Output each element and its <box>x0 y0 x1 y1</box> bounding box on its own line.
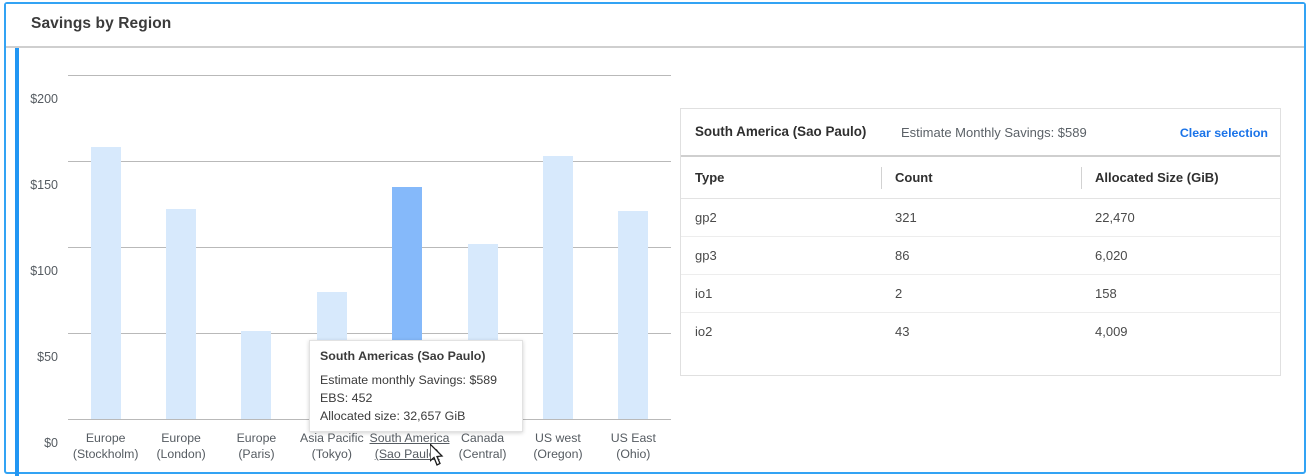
region-detail-panel: South America (Sao Paulo) Estimate Month… <box>680 108 1281 376</box>
table-row[interactable]: io1 2 158 <box>681 274 1280 313</box>
cell-count: 321 <box>881 198 1081 237</box>
cell-allocated-size: 6,020 <box>1081 236 1280 275</box>
page-title: Savings by Region <box>31 15 172 32</box>
card-accent-rail <box>15 4 19 476</box>
chart-bar[interactable] <box>241 331 272 419</box>
tooltip-row: EBS: 452 <box>320 391 373 405</box>
x-axis-tick-label[interactable]: South America (Sao Paulo) <box>369 431 450 461</box>
y-axis-tick-label: $150 <box>30 178 58 192</box>
cell-count: 2 <box>881 274 1081 313</box>
tooltip-row: Allocated size: 32,657 GiB <box>320 409 466 423</box>
column-header-type[interactable]: Type <box>681 157 881 199</box>
chart-bar[interactable] <box>542 155 573 419</box>
table-row[interactable]: gp3 86 6,020 <box>681 236 1280 275</box>
detail-panel-header: South America (Sao Paulo) Estimate Month… <box>681 109 1280 157</box>
savings-bar-chart[interactable]: $0 $50 $100 $150 $200 Europe (Stockholm) Europ… <box>6 48 678 476</box>
cell-count: 43 <box>895 324 910 339</box>
x-axis-tick-label[interactable]: Europe (Paris) <box>236 431 277 461</box>
column-header-count[interactable]: Count <box>881 157 1081 199</box>
x-axis-tick-label[interactable]: US East (Ohio) <box>610 431 656 461</box>
tooltip-rows: Estimate monthly Savings: $589 EBS: 452 Al… <box>320 371 512 425</box>
y-axis-tick-label: $0 <box>44 436 58 450</box>
table-body: gp2 321 22,470 gp3 86 6,020 io1 2 158 io2 43 4,009 <box>681 198 1280 351</box>
chart-bar[interactable] <box>166 209 197 419</box>
cell-type: io2 <box>695 324 713 339</box>
tooltip-row: Estimate monthly Savings: $589 <box>320 373 498 387</box>
chart-tooltip: South Americas (Sao Paulo) Estimate mont… <box>309 340 523 432</box>
x-axis-tick-label[interactable]: Europe (London) <box>156 431 206 461</box>
volume-type-table: Type Count Allocated Size (GiB) gp2 321 22… <box>681 157 1280 350</box>
table-head: Type Count Allocated Size (GiB) <box>681 157 1280 199</box>
x-axis-tick-label[interactable]: Asia Pacific (Tokyo) <box>300 431 364 461</box>
y-axis-tick-label: $100 <box>30 264 58 278</box>
x-axis-tick-label[interactable]: Europe (Stockholm) <box>72 431 139 461</box>
x-axis-tick-label[interactable]: Canada (Central) <box>458 431 507 461</box>
y-axis-tick-label: $50 <box>37 350 58 364</box>
savings-by-region-card: Savings by Region $0 $50 $100 $150 $200 Euro… <box>4 2 1306 476</box>
cell-allocated-size: 4,009 <box>1095 324 1128 339</box>
clear-selection-link[interactable]: Clear selection <box>1179 126 1268 140</box>
gridline <box>68 75 671 76</box>
gridline <box>68 333 671 334</box>
chart-bar[interactable] <box>618 210 649 419</box>
cell-allocated-size: 22,470 <box>1081 198 1280 237</box>
cell-type: io1 <box>681 274 881 313</box>
table-row[interactable]: gp2 321 22,470 <box>681 198 1280 237</box>
cell-count: 86 <box>881 236 1081 275</box>
cell-allocated-size: 158 <box>1081 274 1280 313</box>
gridline <box>68 247 671 248</box>
tooltip-title: South Americas (Sao Paulo) <box>320 349 486 363</box>
chart-bar[interactable] <box>90 147 121 419</box>
column-header-allocated-size[interactable]: Allocated Size (GiB) <box>1081 157 1280 199</box>
x-axis-tick-label[interactable]: US west (Oregon) <box>533 431 583 461</box>
selected-region-name: South America (Sao Paulo) <box>695 124 867 139</box>
y-axis-tick-label: $200 <box>30 92 58 106</box>
gridline <box>68 161 671 162</box>
cell-type: gp2 <box>681 198 881 237</box>
table-header-row: Type Count Allocated Size (GiB) <box>681 157 1280 199</box>
estimate-monthly-savings: Estimate Monthly Savings: $589 <box>901 125 1087 140</box>
card-header: Savings by Region <box>6 4 1304 48</box>
table-row[interactable]: io2 43 4,009 <box>681 313 1280 351</box>
cell-type: gp3 <box>681 236 881 275</box>
